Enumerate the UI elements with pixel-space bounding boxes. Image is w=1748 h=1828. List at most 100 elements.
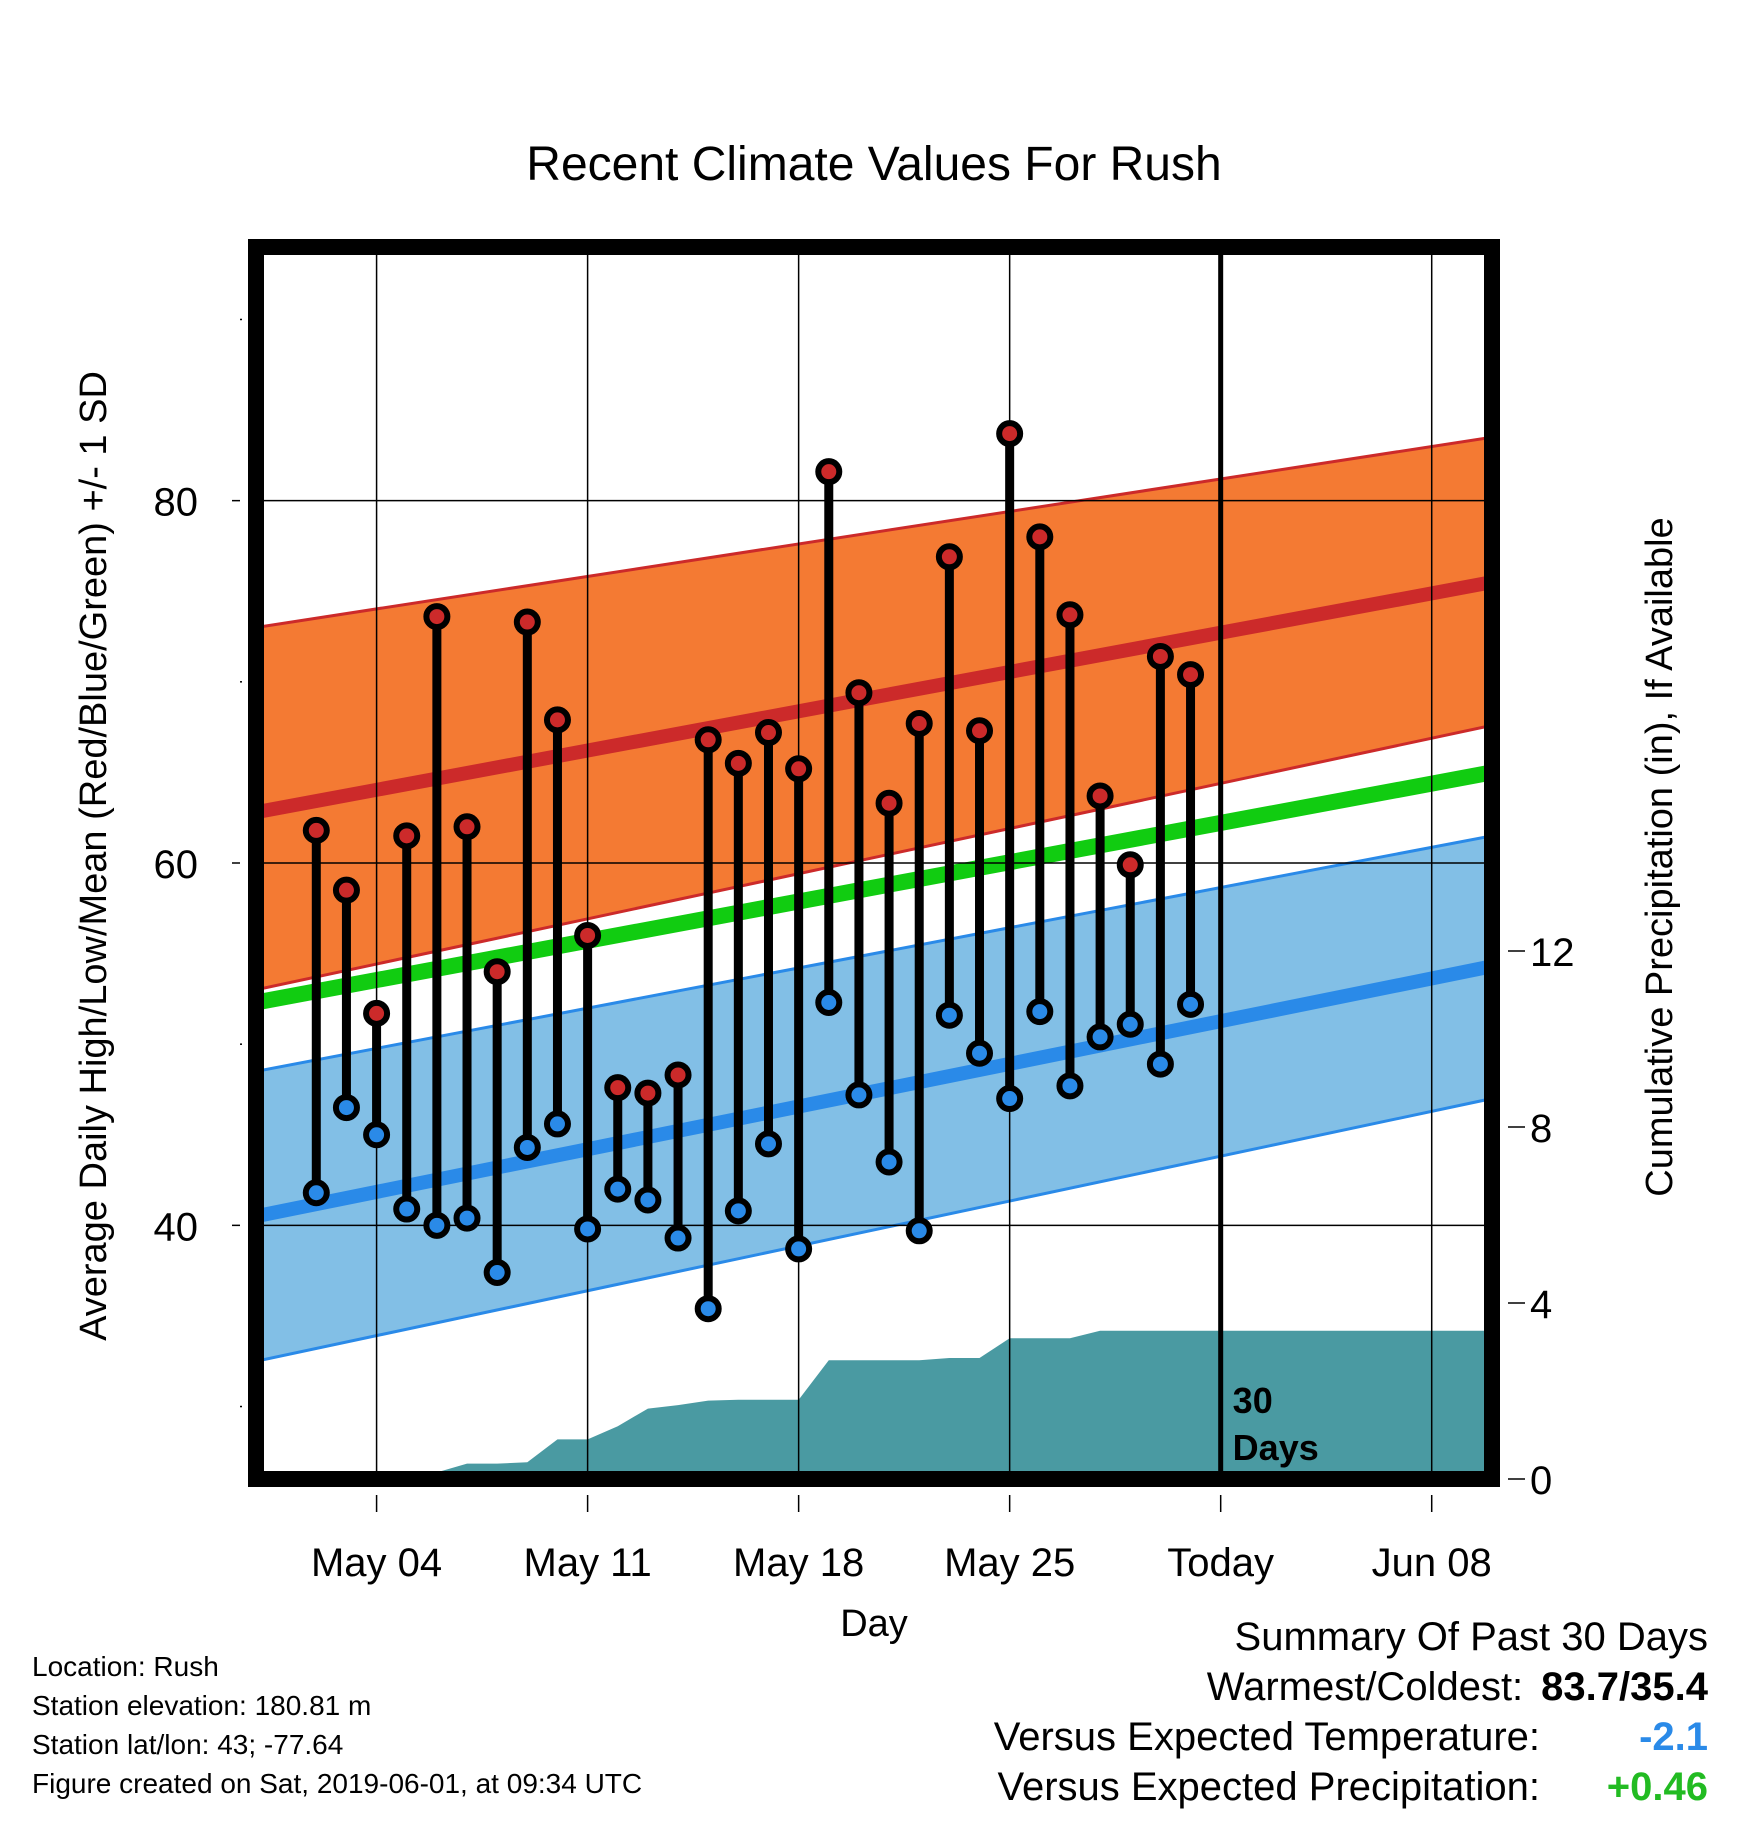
low-normal-band (256, 835, 1492, 1362)
daily-low-point (1177, 990, 1205, 1018)
daily-high-point (453, 813, 481, 841)
daily-low-point (1056, 1072, 1084, 1100)
daily-high-point (513, 608, 541, 636)
daily-high-point (875, 789, 903, 817)
daily-low-point (724, 1197, 752, 1225)
y-axis-label-left: Average Daily High/Low/Mean (Red/Blue/Gr… (73, 371, 115, 1341)
daily-high-point (845, 679, 873, 707)
daily-high-point (935, 543, 963, 571)
daily-low-point (694, 1295, 722, 1323)
bottom-axis-tick-label: May 11 (524, 1541, 652, 1585)
high-normal-band (256, 437, 1492, 990)
daily-low-point (1026, 998, 1054, 1026)
daily-high-point (574, 921, 602, 949)
high-normal-line (256, 575, 1492, 820)
daily-low-point (1116, 1010, 1144, 1038)
left-axis: 40 60 80 (154, 318, 242, 1408)
daily-low-point (935, 1001, 963, 1029)
plot-inner: 30 Days (256, 247, 1492, 1479)
daily-low-point (363, 1121, 391, 1149)
daily-low-point (905, 1217, 933, 1245)
low-normal-line (256, 959, 1492, 1224)
daily-low-point (815, 989, 843, 1017)
today-annotation-days-label: Days (1233, 1427, 1319, 1468)
daily-high-point (423, 603, 451, 631)
daily-high-point (393, 822, 421, 850)
bottom-axis-tick-label: Jun 08 (1372, 1541, 1492, 1585)
daily-low-point (875, 1148, 903, 1176)
station-info: Location: Rush Station elevation: 180.81… (32, 1647, 642, 1803)
station-elevation: Station elevation: 180.81 m (32, 1690, 372, 1721)
daily-high-point (1056, 601, 1084, 629)
daily-low-point (996, 1085, 1024, 1113)
daily-low-point (332, 1094, 360, 1122)
warmest-coldest-label: Warmest/Coldest: (1206, 1665, 1524, 1709)
daily-high-point (815, 458, 843, 486)
daily-high-point (1026, 523, 1054, 551)
right-axis-tick-label: 4 (1530, 1283, 1552, 1327)
daily-low-point (574, 1215, 602, 1243)
daily-high-point (966, 717, 994, 745)
daily-low-point (966, 1039, 994, 1067)
bottom-axis-tick-label: Today (1167, 1541, 1274, 1585)
temperature-label: Versus Expected Temperature: (993, 1715, 1540, 1759)
plot-area: 30 Days 40 60 80 0 4 8 12 May 04 May 11 May 18 May 2… (154, 239, 1575, 1585)
daily-high-point (543, 706, 571, 734)
right-axis: 0 4 8 12 (1508, 931, 1575, 1503)
y-axis-label-right: Cumulative Precipitation (in), If Availa… (1639, 517, 1681, 1196)
daily-low-point (604, 1175, 632, 1203)
low-band-lower-edge (256, 1097, 1492, 1363)
station-location: Location: Rush (32, 1651, 219, 1682)
chart-title: Recent Climate Values For Rush (526, 138, 1221, 191)
summary-title: Summary Of Past 30 Days (1234, 1615, 1708, 1659)
daily-low-point (453, 1204, 481, 1232)
daily-high-point (1116, 851, 1144, 879)
daily-high-point (785, 755, 813, 783)
temperature-value: -2.1 (1639, 1715, 1708, 1759)
daily-high-point (754, 719, 782, 747)
daily-high-point (1086, 782, 1114, 810)
mean-normal-line (256, 764, 1492, 1011)
daily-low-point (754, 1130, 782, 1158)
summary-warmest-coldest: Warmest/Coldest: 83.7/35.4 (994, 1662, 1708, 1712)
daily-high-point (694, 726, 722, 754)
daily-high-point (1146, 642, 1174, 670)
daily-low-point (302, 1179, 330, 1207)
precipitation-label: Versus Expected Precipitation: (997, 1765, 1540, 1809)
daily-low-point (483, 1258, 511, 1286)
today-annotation-days-count: 30 (1233, 1380, 1273, 1421)
right-axis-tick-label: 0 (1530, 1459, 1552, 1503)
daily-low-point (543, 1110, 571, 1138)
precipitation-value: +0.46 (1606, 1765, 1708, 1809)
daily-low-point (423, 1211, 451, 1239)
daily-high-point (634, 1079, 662, 1107)
summary-panel: Summary Of Past 30 Days Warmest/Coldest:… (994, 1612, 1708, 1812)
daily-high-point (664, 1061, 692, 1089)
daily-high-point (604, 1074, 632, 1102)
daily-low-point (1086, 1023, 1114, 1051)
daily-low-point (393, 1195, 421, 1223)
bottom-axis: May 04 May 11 May 18 May 25 Today Jun 08 (311, 1495, 1492, 1585)
station-latlon: Station lat/lon: 43; -77.64 (32, 1729, 344, 1760)
daily-high-point (302, 816, 330, 844)
daily-high-point (332, 876, 360, 904)
left-axis-tick-label: 40 (154, 1205, 199, 1249)
high-band-lower-edge (256, 723, 1492, 992)
daily-low-point (785, 1235, 813, 1263)
low-band-upper-edge (256, 834, 1492, 1073)
daily-low-point (845, 1081, 873, 1109)
left-axis-tick-label: 80 (154, 481, 199, 525)
daily-low-point (1146, 1050, 1174, 1078)
daily-high-point (996, 420, 1024, 448)
right-axis-tick-label: 12 (1530, 931, 1575, 975)
daily-low-point (664, 1224, 692, 1252)
daily-high-point (483, 958, 511, 986)
figure-created: Figure created on Sat, 2019-06-01, at 09… (32, 1768, 643, 1799)
summary-precipitation: Versus Expected Precipitation: +0.46 (994, 1762, 1708, 1812)
daily-low-point (634, 1186, 662, 1214)
daily-bars (302, 420, 1205, 1323)
bottom-axis-tick-label: May 04 (311, 1541, 442, 1585)
bottom-axis-tick-label: May 25 (944, 1541, 1075, 1585)
daily-high-point (363, 999, 391, 1027)
